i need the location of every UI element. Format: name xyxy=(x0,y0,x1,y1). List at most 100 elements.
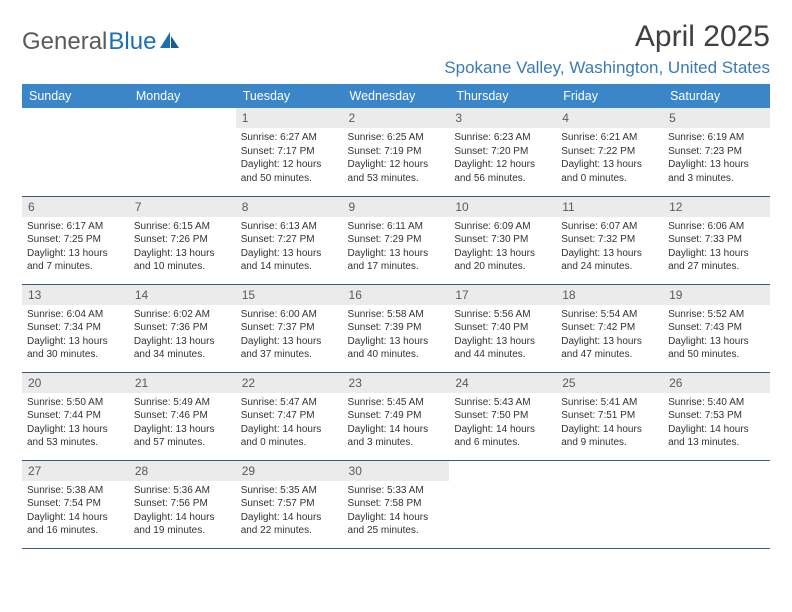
calendar-cell: 21Sunrise: 5:49 AMSunset: 7:46 PMDayligh… xyxy=(129,372,236,460)
day-number: 17 xyxy=(449,285,556,305)
calendar-row: 6Sunrise: 6:17 AMSunset: 7:25 PMDaylight… xyxy=(22,196,770,284)
day-number: 30 xyxy=(343,461,450,481)
day-header: Saturday xyxy=(663,84,770,108)
day-number: 25 xyxy=(556,373,663,393)
day-number: 11 xyxy=(556,197,663,217)
day-details: Sunrise: 5:33 AMSunset: 7:58 PMDaylight:… xyxy=(343,481,450,542)
day-details: Sunrise: 6:13 AMSunset: 7:27 PMDaylight:… xyxy=(236,217,343,278)
calendar-row: 1Sunrise: 6:27 AMSunset: 7:17 PMDaylight… xyxy=(22,108,770,196)
day-number: 10 xyxy=(449,197,556,217)
calendar-cell: 22Sunrise: 5:47 AMSunset: 7:47 PMDayligh… xyxy=(236,372,343,460)
calendar-cell: 12Sunrise: 6:06 AMSunset: 7:33 PMDayligh… xyxy=(663,196,770,284)
calendar-table: SundayMondayTuesdayWednesdayThursdayFrid… xyxy=(22,84,770,549)
calendar-cell: 1Sunrise: 6:27 AMSunset: 7:17 PMDaylight… xyxy=(236,108,343,196)
calendar-cell xyxy=(663,460,770,548)
day-details: Sunrise: 5:52 AMSunset: 7:43 PMDaylight:… xyxy=(663,305,770,366)
day-number: 12 xyxy=(663,197,770,217)
day-number: 26 xyxy=(663,373,770,393)
calendar-body: 1Sunrise: 6:27 AMSunset: 7:17 PMDaylight… xyxy=(22,108,770,548)
day-details: Sunrise: 5:49 AMSunset: 7:46 PMDaylight:… xyxy=(129,393,236,454)
calendar-cell: 28Sunrise: 5:36 AMSunset: 7:56 PMDayligh… xyxy=(129,460,236,548)
day-number: 21 xyxy=(129,373,236,393)
day-details: Sunrise: 5:54 AMSunset: 7:42 PMDaylight:… xyxy=(556,305,663,366)
day-details: Sunrise: 6:09 AMSunset: 7:30 PMDaylight:… xyxy=(449,217,556,278)
day-number: 14 xyxy=(129,285,236,305)
calendar-cell: 25Sunrise: 5:41 AMSunset: 7:51 PMDayligh… xyxy=(556,372,663,460)
day-details: Sunrise: 5:36 AMSunset: 7:56 PMDaylight:… xyxy=(129,481,236,542)
day-details: Sunrise: 6:19 AMSunset: 7:23 PMDaylight:… xyxy=(663,128,770,189)
day-details: Sunrise: 6:11 AMSunset: 7:29 PMDaylight:… xyxy=(343,217,450,278)
calendar-cell xyxy=(556,460,663,548)
day-details: Sunrise: 5:58 AMSunset: 7:39 PMDaylight:… xyxy=(343,305,450,366)
calendar-cell: 8Sunrise: 6:13 AMSunset: 7:27 PMDaylight… xyxy=(236,196,343,284)
calendar-row: 27Sunrise: 5:38 AMSunset: 7:54 PMDayligh… xyxy=(22,460,770,548)
calendar-cell xyxy=(449,460,556,548)
logo-text-general: General xyxy=(22,28,107,56)
day-details: Sunrise: 6:07 AMSunset: 7:32 PMDaylight:… xyxy=(556,217,663,278)
day-number: 23 xyxy=(343,373,450,393)
day-details: Sunrise: 6:15 AMSunset: 7:26 PMDaylight:… xyxy=(129,217,236,278)
day-header: Monday xyxy=(129,84,236,108)
calendar-cell: 26Sunrise: 5:40 AMSunset: 7:53 PMDayligh… xyxy=(663,372,770,460)
calendar-cell xyxy=(22,108,129,196)
calendar-row: 13Sunrise: 6:04 AMSunset: 7:34 PMDayligh… xyxy=(22,284,770,372)
day-header: Thursday xyxy=(449,84,556,108)
day-number: 15 xyxy=(236,285,343,305)
day-details: Sunrise: 6:27 AMSunset: 7:17 PMDaylight:… xyxy=(236,128,343,189)
day-details: Sunrise: 5:47 AMSunset: 7:47 PMDaylight:… xyxy=(236,393,343,454)
calendar-cell: 30Sunrise: 5:33 AMSunset: 7:58 PMDayligh… xyxy=(343,460,450,548)
calendar-cell: 5Sunrise: 6:19 AMSunset: 7:23 PMDaylight… xyxy=(663,108,770,196)
header: General Blue April 2025 Spokane Valley, … xyxy=(22,20,770,78)
logo-text-blue: Blue xyxy=(108,28,156,56)
day-details: Sunrise: 5:50 AMSunset: 7:44 PMDaylight:… xyxy=(22,393,129,454)
calendar-cell: 10Sunrise: 6:09 AMSunset: 7:30 PMDayligh… xyxy=(449,196,556,284)
calendar-cell: 15Sunrise: 6:00 AMSunset: 7:37 PMDayligh… xyxy=(236,284,343,372)
day-number: 6 xyxy=(22,197,129,217)
day-details: Sunrise: 5:41 AMSunset: 7:51 PMDaylight:… xyxy=(556,393,663,454)
calendar-cell: 11Sunrise: 6:07 AMSunset: 7:32 PMDayligh… xyxy=(556,196,663,284)
day-details: Sunrise: 6:02 AMSunset: 7:36 PMDaylight:… xyxy=(129,305,236,366)
day-number: 2 xyxy=(343,108,450,128)
day-number: 19 xyxy=(663,285,770,305)
day-number: 29 xyxy=(236,461,343,481)
page: General Blue April 2025 Spokane Valley, … xyxy=(0,0,792,569)
day-number: 3 xyxy=(449,108,556,128)
calendar-cell: 14Sunrise: 6:02 AMSunset: 7:36 PMDayligh… xyxy=(129,284,236,372)
day-number: 24 xyxy=(449,373,556,393)
calendar-cell: 23Sunrise: 5:45 AMSunset: 7:49 PMDayligh… xyxy=(343,372,450,460)
day-number: 5 xyxy=(663,108,770,128)
calendar-cell: 20Sunrise: 5:50 AMSunset: 7:44 PMDayligh… xyxy=(22,372,129,460)
day-details: Sunrise: 6:23 AMSunset: 7:20 PMDaylight:… xyxy=(449,128,556,189)
day-details: Sunrise: 6:17 AMSunset: 7:25 PMDaylight:… xyxy=(22,217,129,278)
calendar-cell: 6Sunrise: 6:17 AMSunset: 7:25 PMDaylight… xyxy=(22,196,129,284)
day-header: Friday xyxy=(556,84,663,108)
day-number: 7 xyxy=(129,197,236,217)
day-header: Wednesday xyxy=(343,84,450,108)
day-number: 8 xyxy=(236,197,343,217)
day-header: Tuesday xyxy=(236,84,343,108)
calendar-cell: 4Sunrise: 6:21 AMSunset: 7:22 PMDaylight… xyxy=(556,108,663,196)
logo-sail-icon xyxy=(159,30,181,55)
calendar-cell: 24Sunrise: 5:43 AMSunset: 7:50 PMDayligh… xyxy=(449,372,556,460)
title-block: April 2025 Spokane Valley, Washington, U… xyxy=(444,20,770,78)
day-header: Sunday xyxy=(22,84,129,108)
day-number: 18 xyxy=(556,285,663,305)
day-details: Sunrise: 6:06 AMSunset: 7:33 PMDaylight:… xyxy=(663,217,770,278)
calendar-cell: 18Sunrise: 5:54 AMSunset: 7:42 PMDayligh… xyxy=(556,284,663,372)
day-number: 22 xyxy=(236,373,343,393)
calendar-cell: 27Sunrise: 5:38 AMSunset: 7:54 PMDayligh… xyxy=(22,460,129,548)
page-title: April 2025 xyxy=(444,20,770,54)
day-details: Sunrise: 5:40 AMSunset: 7:53 PMDaylight:… xyxy=(663,393,770,454)
calendar-cell: 16Sunrise: 5:58 AMSunset: 7:39 PMDayligh… xyxy=(343,284,450,372)
day-details: Sunrise: 6:25 AMSunset: 7:19 PMDaylight:… xyxy=(343,128,450,189)
calendar-cell: 19Sunrise: 5:52 AMSunset: 7:43 PMDayligh… xyxy=(663,284,770,372)
day-header-row: SundayMondayTuesdayWednesdayThursdayFrid… xyxy=(22,84,770,108)
location-text: Spokane Valley, Washington, United State… xyxy=(444,58,770,78)
calendar-cell: 9Sunrise: 6:11 AMSunset: 7:29 PMDaylight… xyxy=(343,196,450,284)
logo: General Blue xyxy=(22,20,181,56)
calendar-cell: 7Sunrise: 6:15 AMSunset: 7:26 PMDaylight… xyxy=(129,196,236,284)
day-details: Sunrise: 6:00 AMSunset: 7:37 PMDaylight:… xyxy=(236,305,343,366)
day-number: 13 xyxy=(22,285,129,305)
calendar-cell: 29Sunrise: 5:35 AMSunset: 7:57 PMDayligh… xyxy=(236,460,343,548)
calendar-row: 20Sunrise: 5:50 AMSunset: 7:44 PMDayligh… xyxy=(22,372,770,460)
